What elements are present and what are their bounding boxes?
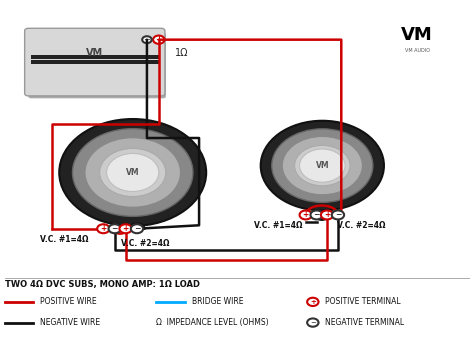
Circle shape <box>153 36 164 44</box>
Text: VM AUDIO: VM AUDIO <box>405 48 429 52</box>
Text: V.C. #1=4Ω: V.C. #1=4Ω <box>254 221 302 230</box>
FancyBboxPatch shape <box>31 60 159 64</box>
Circle shape <box>100 148 166 197</box>
Text: −: − <box>313 210 320 219</box>
Circle shape <box>131 224 143 233</box>
Text: VM: VM <box>316 161 329 170</box>
Text: +: + <box>122 224 129 233</box>
Text: NEGATIVE WIRE: NEGATIVE WIRE <box>40 318 100 327</box>
Text: +: + <box>155 35 162 44</box>
Circle shape <box>119 224 132 233</box>
Text: VM: VM <box>401 26 433 43</box>
Text: −: − <box>111 224 118 233</box>
Circle shape <box>310 210 323 219</box>
Circle shape <box>59 119 206 226</box>
Text: POSITIVE TERMINAL: POSITIVE TERMINAL <box>325 297 401 306</box>
Circle shape <box>300 210 312 219</box>
Circle shape <box>272 129 373 203</box>
Text: V.C. #2=4Ω: V.C. #2=4Ω <box>337 221 385 230</box>
Circle shape <box>142 36 152 43</box>
Text: −: − <box>134 224 140 233</box>
Circle shape <box>73 129 193 216</box>
Circle shape <box>109 224 121 233</box>
Circle shape <box>300 149 345 182</box>
Text: −: − <box>144 35 150 44</box>
Circle shape <box>97 224 109 233</box>
FancyBboxPatch shape <box>28 33 166 98</box>
Text: VM: VM <box>86 48 103 58</box>
Text: +: + <box>310 299 316 305</box>
Text: V.C. #2=4Ω: V.C. #2=4Ω <box>121 239 169 248</box>
Text: −: − <box>335 210 341 219</box>
Text: V.C. #1=4Ω: V.C. #1=4Ω <box>40 235 89 244</box>
Text: NEGATIVE TERMINAL: NEGATIVE TERMINAL <box>325 318 404 327</box>
Circle shape <box>321 210 333 219</box>
Text: POSITIVE WIRE: POSITIVE WIRE <box>40 297 97 306</box>
Text: Ω  IMPEDANCE LEVEL (OHMS): Ω IMPEDANCE LEVEL (OHMS) <box>156 318 269 327</box>
FancyBboxPatch shape <box>25 28 165 96</box>
Text: +: + <box>100 224 107 233</box>
FancyBboxPatch shape <box>31 55 159 59</box>
Text: BRIDGE WIRE: BRIDGE WIRE <box>192 297 244 306</box>
Circle shape <box>107 154 159 191</box>
Circle shape <box>85 138 181 207</box>
Circle shape <box>261 121 384 210</box>
Text: VM: VM <box>126 168 139 177</box>
Text: +: + <box>302 210 309 219</box>
Circle shape <box>283 137 363 195</box>
Text: −: − <box>310 319 316 326</box>
Circle shape <box>307 318 319 327</box>
Text: 1Ω: 1Ω <box>175 49 189 58</box>
Text: +: + <box>324 210 330 219</box>
Circle shape <box>332 210 344 219</box>
Text: TWO 4Ω DVC SUBS, MONO AMP: 1Ω LOAD: TWO 4Ω DVC SUBS, MONO AMP: 1Ω LOAD <box>5 280 200 289</box>
Circle shape <box>307 298 319 306</box>
Circle shape <box>295 146 350 186</box>
